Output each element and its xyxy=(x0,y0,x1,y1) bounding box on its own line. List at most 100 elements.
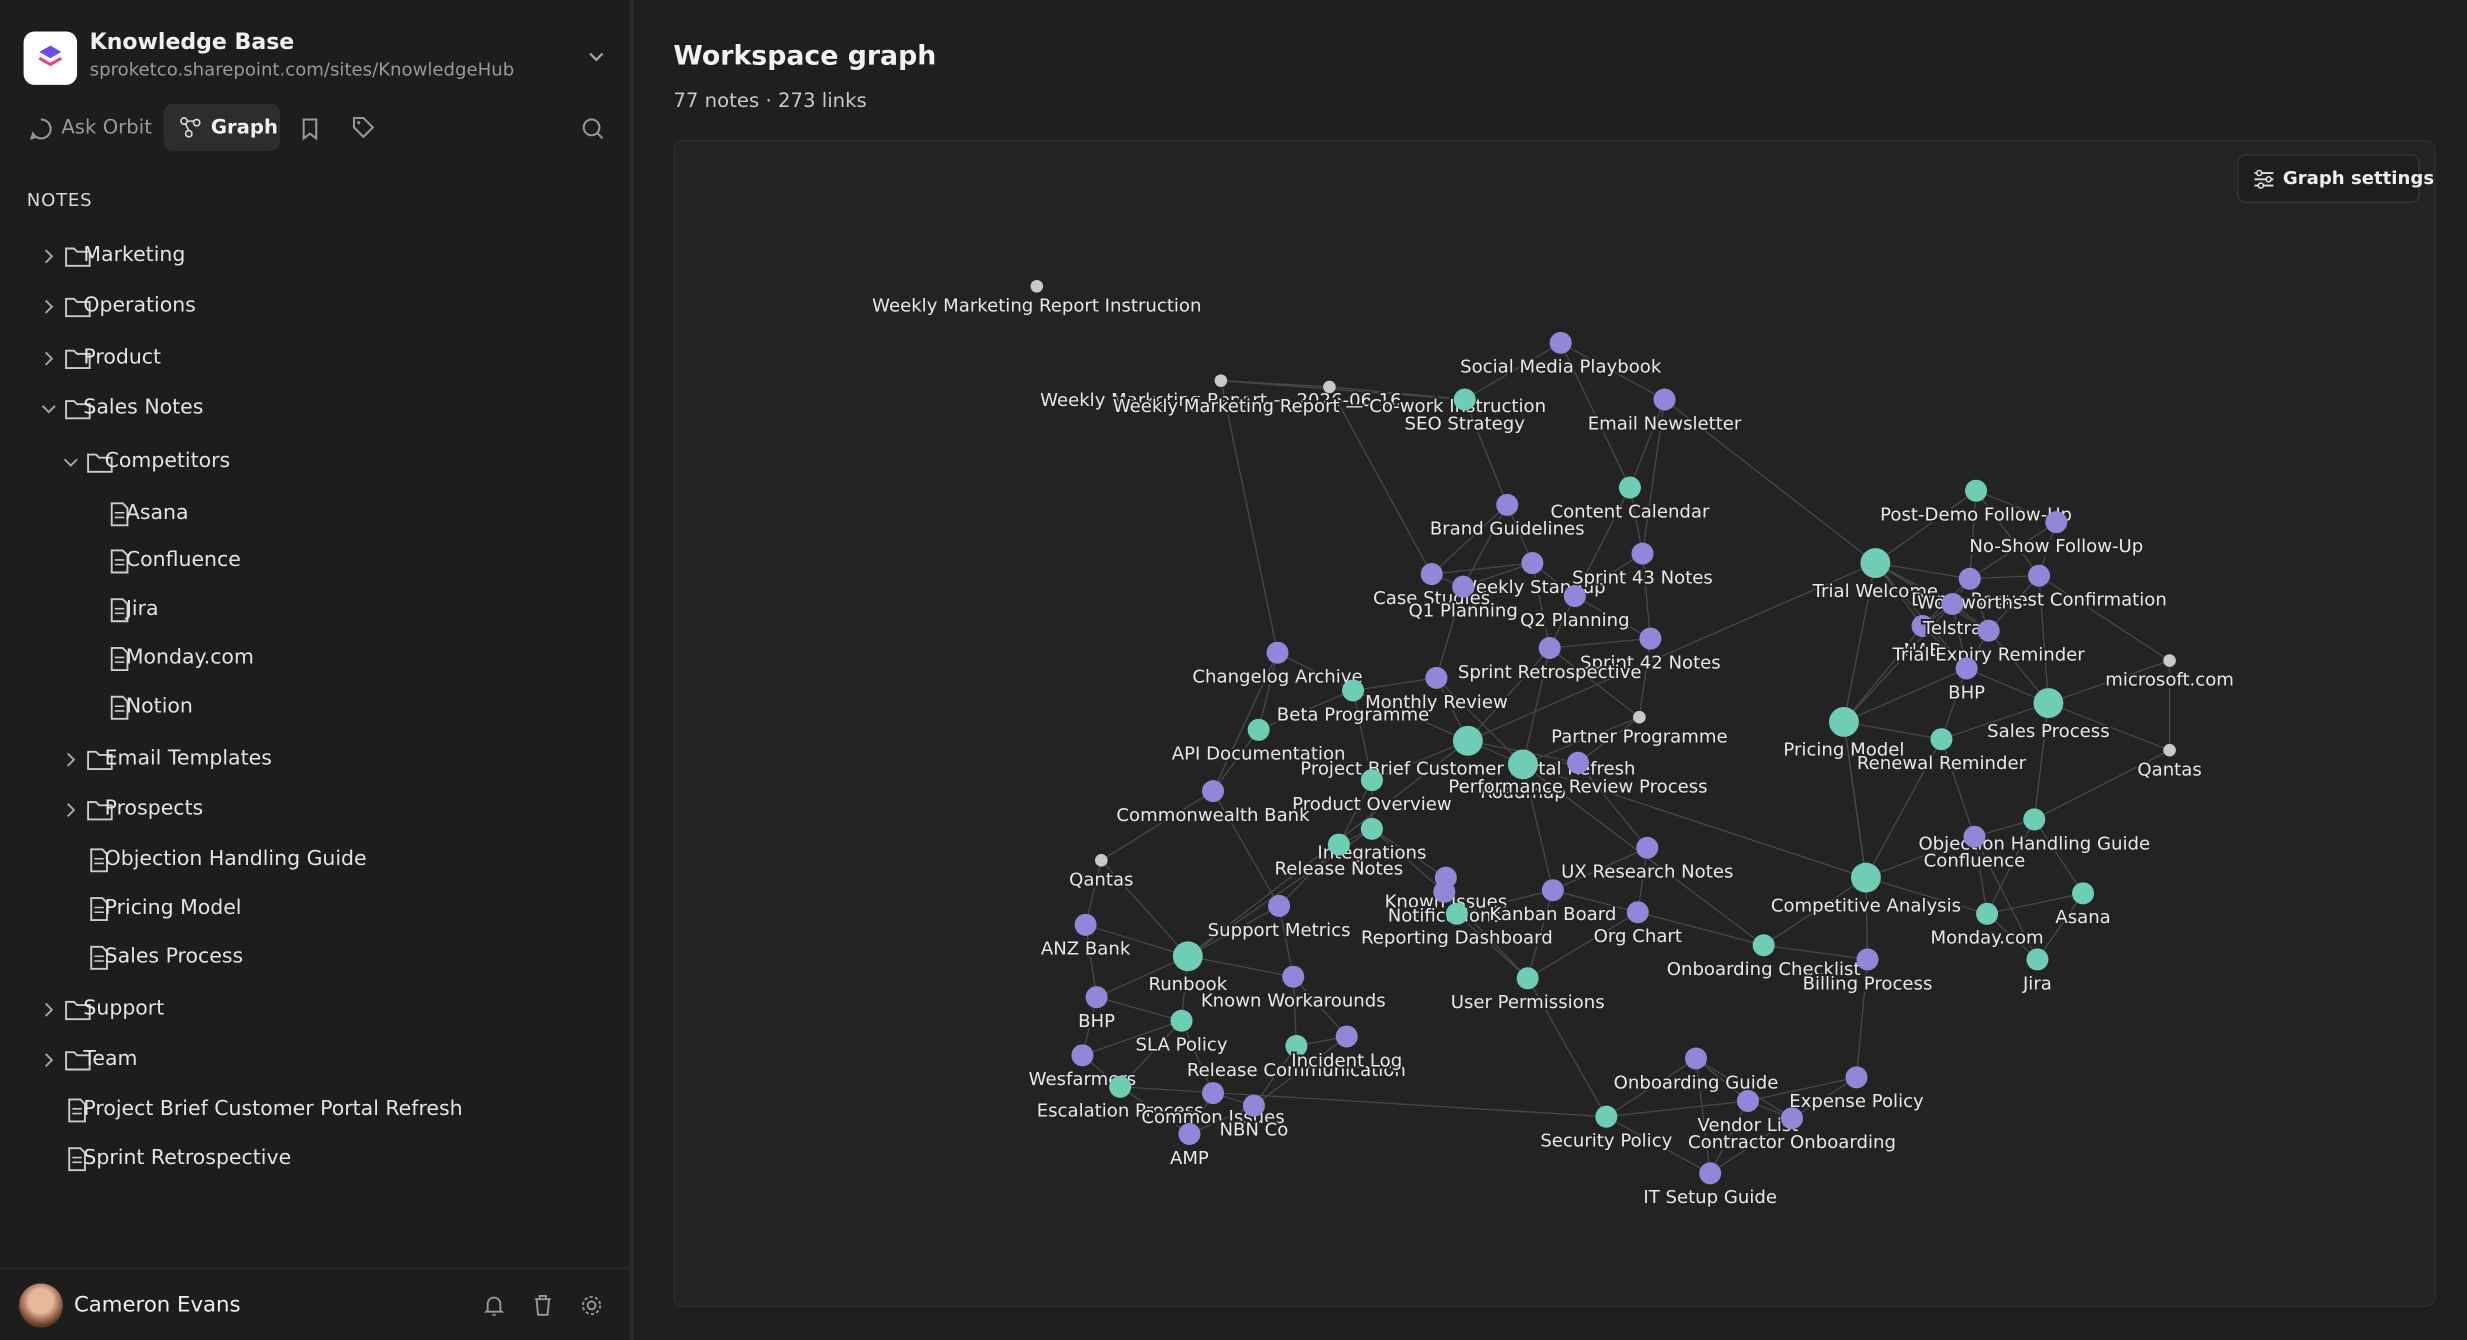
graph-node[interactable] xyxy=(1736,1089,1759,1112)
graph-node[interactable] xyxy=(1109,1075,1132,1098)
tree-row[interactable]: Sales Process xyxy=(13,937,617,978)
graph-node[interactable] xyxy=(1699,1162,1722,1185)
tree-row[interactable]: Asana xyxy=(13,494,617,535)
graph-node[interactable] xyxy=(2033,688,2064,718)
notifications-button[interactable] xyxy=(481,1293,506,1318)
workspace-dropdown[interactable] xyxy=(587,49,606,65)
tree-row[interactable]: Product xyxy=(13,338,617,379)
tree-row[interactable]: Support xyxy=(13,989,617,1030)
tree-row[interactable]: Confluence xyxy=(13,541,617,582)
graph-node[interactable] xyxy=(1085,986,1108,1009)
tree-row[interactable]: Marketing xyxy=(13,236,617,277)
graph-node[interactable] xyxy=(1242,1094,1265,1117)
graph-node[interactable] xyxy=(1285,1034,1308,1057)
graph-node[interactable] xyxy=(1452,575,1475,598)
graph-node[interactable] xyxy=(1030,279,1044,293)
graph-node[interactable] xyxy=(2163,743,2176,757)
graph-node[interactable] xyxy=(1335,1025,1358,1048)
graph-node[interactable] xyxy=(1071,1044,1094,1067)
graph-node[interactable] xyxy=(1516,967,1539,990)
graph-node[interactable] xyxy=(1327,833,1350,856)
graph-node[interactable] xyxy=(1965,479,1988,502)
graph-node[interactable] xyxy=(1626,901,1649,924)
tree-row[interactable]: Jira xyxy=(13,590,617,631)
workspace-logo[interactable] xyxy=(23,31,78,85)
graph-node[interactable] xyxy=(1541,879,1564,902)
graph-node[interactable] xyxy=(2023,808,2046,831)
graph-tab[interactable]: Graph xyxy=(163,103,281,151)
graph-node[interactable] xyxy=(1268,894,1291,917)
graph-node[interactable] xyxy=(1074,913,1097,936)
graph-node[interactable] xyxy=(1095,854,1108,867)
trash-button[interactable] xyxy=(530,1293,555,1318)
graph-node[interactable] xyxy=(2072,882,2095,905)
graph-node[interactable] xyxy=(1977,619,2000,642)
graph-node[interactable] xyxy=(1538,636,1561,660)
graph-node[interactable] xyxy=(1595,1105,1618,1128)
graph-node[interactable] xyxy=(1631,542,1654,565)
graph-node[interactable] xyxy=(1342,679,1365,702)
graph-node[interactable] xyxy=(1266,641,1289,664)
graph-settings-button[interactable]: Graph settings xyxy=(2237,154,2434,203)
search-button[interactable] xyxy=(581,116,606,141)
tree-row[interactable]: Pricing Model xyxy=(13,889,617,930)
tree-row[interactable]: Prospects xyxy=(13,790,617,831)
graph-node[interactable] xyxy=(2026,948,2049,971)
graph-node[interactable] xyxy=(1639,627,1662,650)
tree-row[interactable]: Objection Handling Guide xyxy=(13,840,617,881)
graph-node[interactable] xyxy=(1911,614,1934,637)
tree-row[interactable]: Competitors xyxy=(13,442,617,483)
graph-node[interactable] xyxy=(1452,725,1483,756)
settings-button[interactable] xyxy=(579,1293,604,1318)
graph-node[interactable] xyxy=(1567,751,1590,774)
graph-node[interactable] xyxy=(1202,780,1225,803)
tree-row[interactable]: Email Templates xyxy=(13,739,617,780)
graph-node[interactable] xyxy=(1425,666,1448,689)
graph-node[interactable] xyxy=(1445,902,1468,925)
graph-node[interactable] xyxy=(1178,1122,1201,1145)
graph-node[interactable] xyxy=(1850,862,1881,893)
tree-row[interactable]: Monday.com xyxy=(13,639,617,680)
graph-node[interactable] xyxy=(1955,657,1978,680)
graph-node[interactable] xyxy=(1856,948,1879,971)
graph-node[interactable] xyxy=(1941,592,1964,615)
graph-node[interactable] xyxy=(1549,331,1572,354)
graph-node[interactable] xyxy=(1958,567,1981,590)
graph-node[interactable] xyxy=(1453,388,1476,411)
ask-orbit-tab[interactable]: Ask Orbit xyxy=(19,104,157,151)
graph-node[interactable] xyxy=(1202,1082,1225,1105)
graph-node[interactable] xyxy=(1170,1009,1193,1032)
graph-node[interactable] xyxy=(1860,548,1891,579)
graph-node[interactable] xyxy=(2045,511,2068,534)
graph-node[interactable] xyxy=(1976,902,1999,925)
tree-row[interactable]: Sprint Retrospective xyxy=(13,1139,617,1180)
graph-node[interactable] xyxy=(1685,1047,1708,1070)
tags-button[interactable] xyxy=(351,115,376,140)
graph-node[interactable] xyxy=(1172,941,1203,972)
graph-node[interactable] xyxy=(1214,374,1228,387)
tree-row[interactable]: Project Brief Customer Portal Refresh xyxy=(13,1090,617,1131)
graph-node[interactable] xyxy=(1780,1107,1804,1130)
graph-node[interactable] xyxy=(1930,728,1953,751)
graph-node[interactable] xyxy=(1360,817,1383,840)
graph-node[interactable] xyxy=(1360,769,1383,792)
graph-node[interactable] xyxy=(1420,563,1443,586)
graph-node[interactable] xyxy=(1963,825,1986,848)
graph-node[interactable] xyxy=(1653,388,1676,411)
graph-node[interactable] xyxy=(1247,718,1270,741)
graph-node[interactable] xyxy=(2163,654,2176,667)
graph-node[interactable] xyxy=(1433,880,1456,903)
graph-node[interactable] xyxy=(1636,836,1659,859)
tree-row[interactable]: Operations xyxy=(13,286,617,327)
graph-node[interactable] xyxy=(1828,706,1859,737)
graph-node[interactable] xyxy=(1618,476,1641,499)
graph-node[interactable] xyxy=(1521,552,1544,575)
graph-node[interactable] xyxy=(1752,934,1775,957)
graph-node[interactable] xyxy=(1282,965,1305,988)
tree-row[interactable]: Team xyxy=(13,1040,617,1081)
graph-node[interactable] xyxy=(1508,749,1538,780)
bookmarks-button[interactable] xyxy=(299,116,321,141)
user-avatar[interactable] xyxy=(18,1283,63,1328)
tree-row[interactable]: Sales Notes xyxy=(13,388,617,429)
graph-node[interactable] xyxy=(1845,1066,1868,1089)
